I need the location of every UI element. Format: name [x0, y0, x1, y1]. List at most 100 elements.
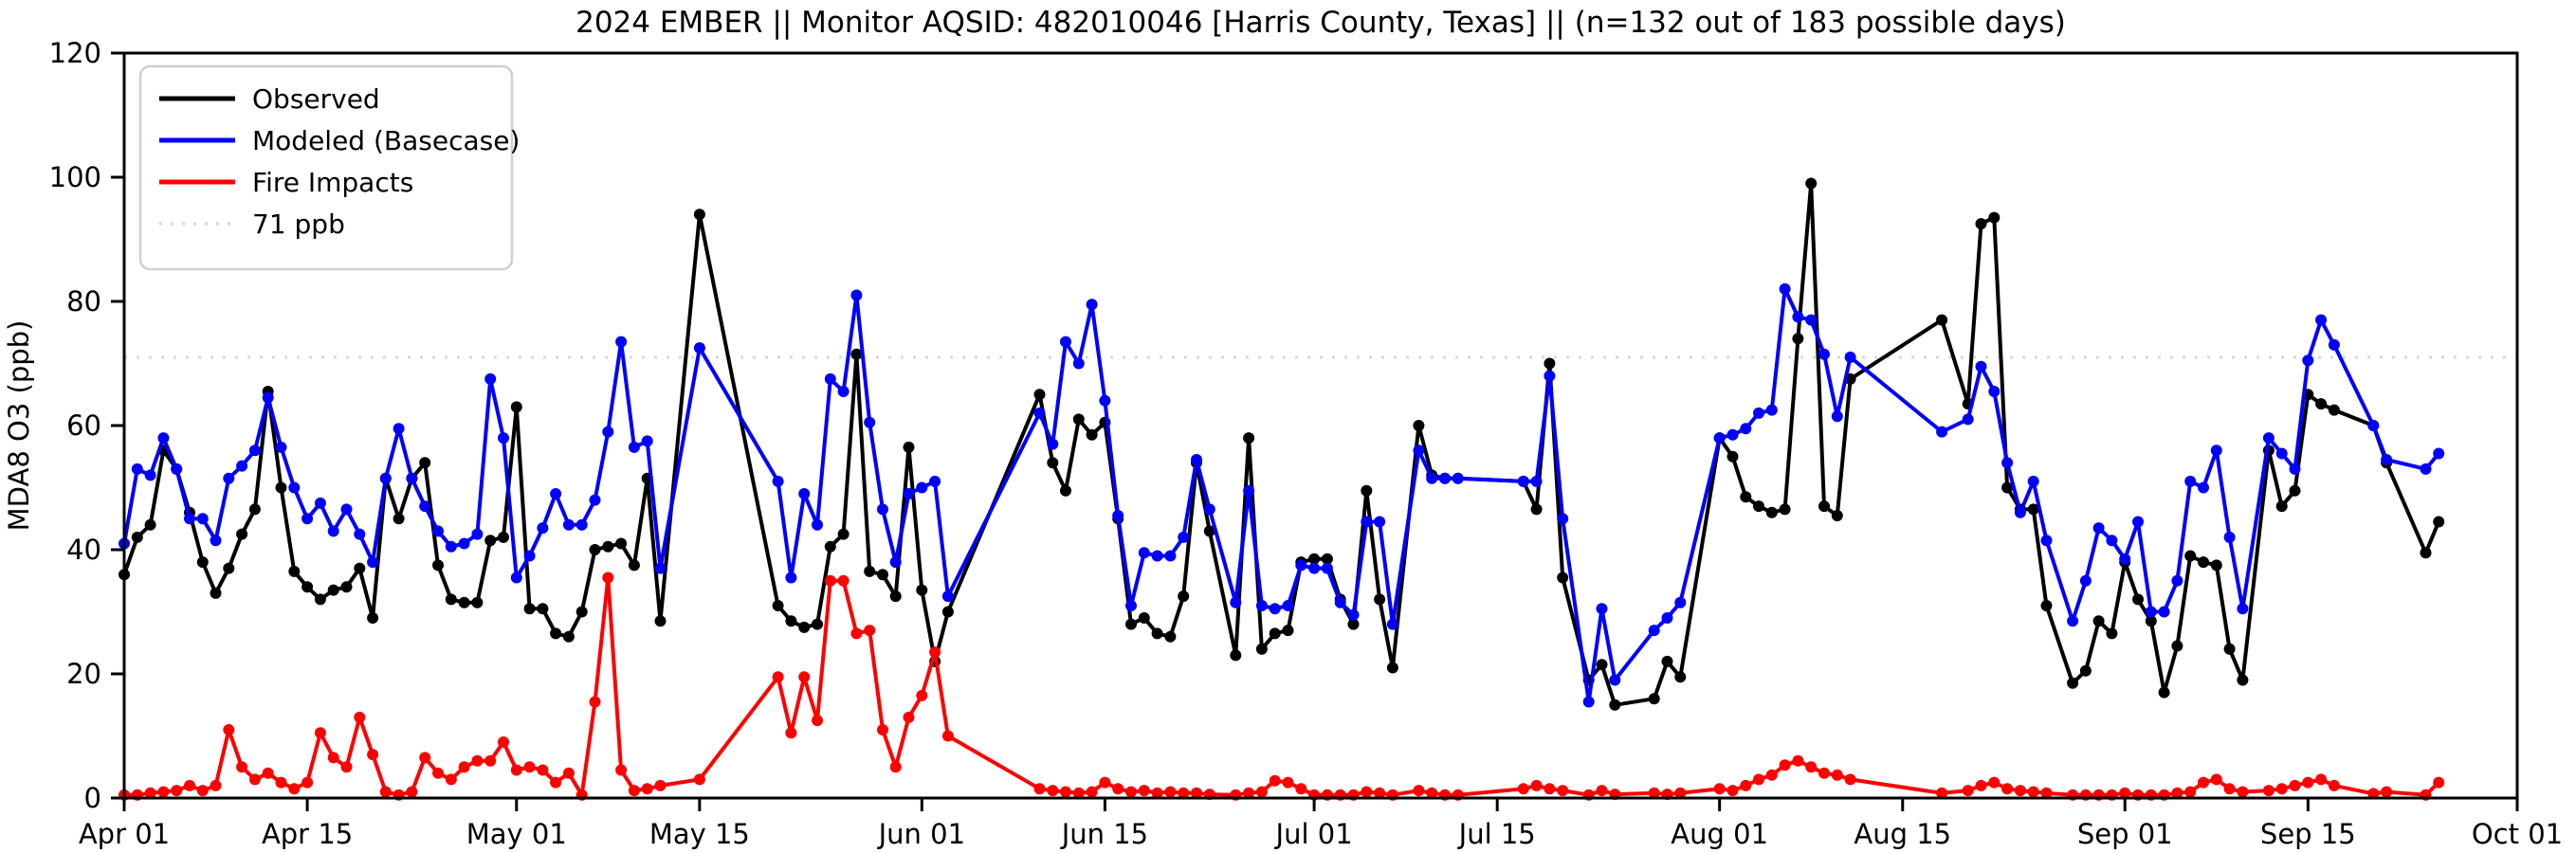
fire-impacts-series-marker-Jun-20: [1164, 786, 1177, 798]
observed-series-marker-Jun-11: [1047, 457, 1059, 469]
modeled-series-marker-May-27: [850, 289, 863, 301]
fire-impacts-series-marker-May-01: [510, 764, 522, 776]
observed-series-marker-Aug-26: [2040, 600, 2053, 611]
modeled-series-marker-Jul-12: [1452, 472, 1464, 484]
fire-impacts-series-marker-Jul-19: [1544, 783, 1556, 795]
observed-series-marker-Apr-25: [432, 559, 444, 572]
observed-series-marker-Apr-30: [498, 531, 509, 543]
modeled-series-marker-Jun-16: [1112, 510, 1124, 521]
fire-impacts-series-marker-Apr-12: [262, 767, 274, 779]
observed-series-marker-May-06: [575, 606, 588, 618]
modeled-series-marker-Jul-28: [1661, 612, 1673, 624]
modeled-series-marker-Jun-23: [1203, 503, 1215, 516]
observed-series-marker-Jul-09: [1413, 420, 1425, 431]
observed-series-marker-May-04: [550, 627, 562, 640]
fire-impacts-series-marker-Jul-29: [1674, 787, 1687, 799]
observed-series-marker-Jun-13: [1072, 413, 1085, 426]
fire-impacts-series-marker-Apr-17: [327, 752, 339, 764]
observed-series-marker-Jul-01: [1308, 553, 1321, 565]
modeled-series-marker-May-28: [864, 416, 876, 428]
modeled-series-marker-May-07: [589, 494, 601, 506]
modeled-series-marker-Jun-14: [1086, 299, 1098, 311]
modeled-series-marker-May-30: [889, 556, 902, 569]
observed-series-marker-Sep-08: [2210, 559, 2222, 572]
modeled-series-marker-Sep-14: [2289, 463, 2301, 475]
observed-series-marker-Sep-06: [2184, 550, 2197, 562]
fire-impacts-series-marker-Jun-18: [1138, 785, 1150, 797]
modeled-series-marker-Jul-23: [1596, 603, 1608, 615]
modeled-series-marker-Apr-16: [314, 497, 326, 509]
fire-impacts-series-marker-Jul-06: [1374, 787, 1386, 799]
fire-impacts-series-marker-Sep-16: [2315, 773, 2328, 786]
modeled-series-marker-Aug-31: [2106, 535, 2118, 547]
observed-series-marker-Apr-11: [248, 503, 261, 516]
modeled-series-marker-Apr-02: [131, 463, 143, 475]
fire-impacts-series-marker-Jun-21: [1178, 787, 1190, 799]
modeled-series-line: [122, 286, 2441, 704]
x-tick-label-Sep-01: Sep 01: [2077, 818, 2173, 850]
observed-series-marker-Aug-06: [1779, 503, 1791, 516]
observed-series-marker-Apr-02: [131, 531, 143, 543]
fire-impacts-series-marker-Apr-07: [196, 785, 209, 797]
fire-impacts-series-marker-May-12: [654, 779, 667, 791]
x-tick-label-Aug-15: Aug 15: [1854, 818, 1951, 850]
observed-series-marker-Jun-12: [1060, 484, 1071, 497]
fire-impacts-series-marker-May-22: [785, 727, 797, 739]
observed-series-marker-May-07: [589, 544, 601, 555]
modeled-series-marker-Apr-05: [171, 463, 183, 475]
observed-series-marker-Apr-26: [445, 593, 457, 606]
axes-layer: 0 20 40 60 80 100 120 Apr 01 Apr 15 May 01 May 15 J…: [49, 37, 2563, 850]
fire-impacts-series-marker-Apr-06: [184, 779, 195, 791]
modeled-series-marker-Aug-20: [1962, 413, 1974, 426]
observed-series-marker-May-25: [824, 540, 836, 553]
observed-series-marker-Jul-20: [1557, 572, 1569, 584]
x-tick-label-Apr-15: Apr 15: [262, 818, 353, 850]
fire-impacts-series-marker-Apr-14: [288, 783, 301, 795]
observed-series-marker-Aug-05: [1765, 506, 1778, 518]
observed-series-marker-May-26: [837, 528, 850, 540]
fire-impacts-series-marker-Aug-06: [1779, 759, 1791, 771]
modeled-series-marker-Sep-06: [2184, 475, 2197, 487]
modeled-series-marker-Sep-25: [2433, 447, 2445, 460]
fire-impacts-series-marker-Aug-02: [1726, 785, 1739, 797]
modeled-series-marker-Sep-17: [2328, 338, 2340, 351]
observed-series-marker-Sep-13: [2275, 500, 2288, 513]
observed-series-marker-Jul-28: [1661, 655, 1673, 667]
observed-series-marker-Jun-14: [1086, 428, 1098, 441]
legend-label-2: Fire Impacts: [252, 167, 413, 198]
fire-impacts-series-marker-May-31: [903, 711, 915, 723]
modeled-series-marker-Apr-28: [471, 528, 484, 540]
fire-impacts-series-marker-Jun-12: [1060, 786, 1071, 798]
observed-series-marker-Jul-06: [1374, 593, 1386, 606]
fire-impacts-series: [119, 572, 2445, 801]
fire-impacts-series-marker-Jun-03: [941, 730, 954, 742]
modeled-series-marker-Sep-03: [2145, 606, 2157, 618]
fire-impacts-series-marker-Apr-30: [498, 736, 509, 748]
modeled-series-marker-Apr-07: [196, 513, 209, 525]
fire-impacts-series-marker-Sep-25: [2433, 776, 2445, 789]
modeled-series-marker-May-26: [837, 386, 850, 397]
modeled-series-marker-Jun-17: [1125, 600, 1137, 611]
modeled-series-marker-Jul-07: [1386, 618, 1398, 630]
fire-impacts-series-marker-Aug-21: [1975, 779, 1987, 791]
observed-series-marker-Jun-20: [1164, 630, 1177, 643]
observed-series-marker-Jun-21: [1178, 590, 1190, 603]
observed-series-marker-May-05: [562, 630, 575, 643]
fire-impacts-series-marker-Aug-23: [2001, 783, 2014, 795]
modeled-series-marker-Apr-12: [262, 391, 274, 404]
fire-impacts-series-marker-Apr-16: [314, 727, 326, 739]
modeled-series-marker-Apr-27: [458, 537, 470, 550]
modeled-series-marker-Aug-08: [1805, 314, 1818, 326]
fire-impacts-series-marker-Aug-03: [1740, 779, 1752, 791]
observed-series-marker-Apr-10: [236, 528, 248, 540]
fire-impacts-series-marker-Jun-02: [929, 646, 941, 659]
fire-impacts-series-marker-Jun-27: [1255, 786, 1268, 798]
fire-impacts-series-marker-Sep-06: [2184, 786, 2197, 798]
fire-impacts-series-marker-Apr-24: [419, 752, 431, 764]
chart-title: 2024 EMBER || Monitor AQSID: 482010046 […: [575, 6, 2066, 40]
modeled-series: [119, 282, 2445, 708]
observed-series-marker-Jun-01: [916, 584, 928, 596]
modeled-series-marker-Sep-01: [2119, 553, 2131, 565]
modeled-series-marker-Aug-06: [1779, 282, 1791, 295]
observed-series-marker-Jul-04: [1347, 618, 1360, 630]
